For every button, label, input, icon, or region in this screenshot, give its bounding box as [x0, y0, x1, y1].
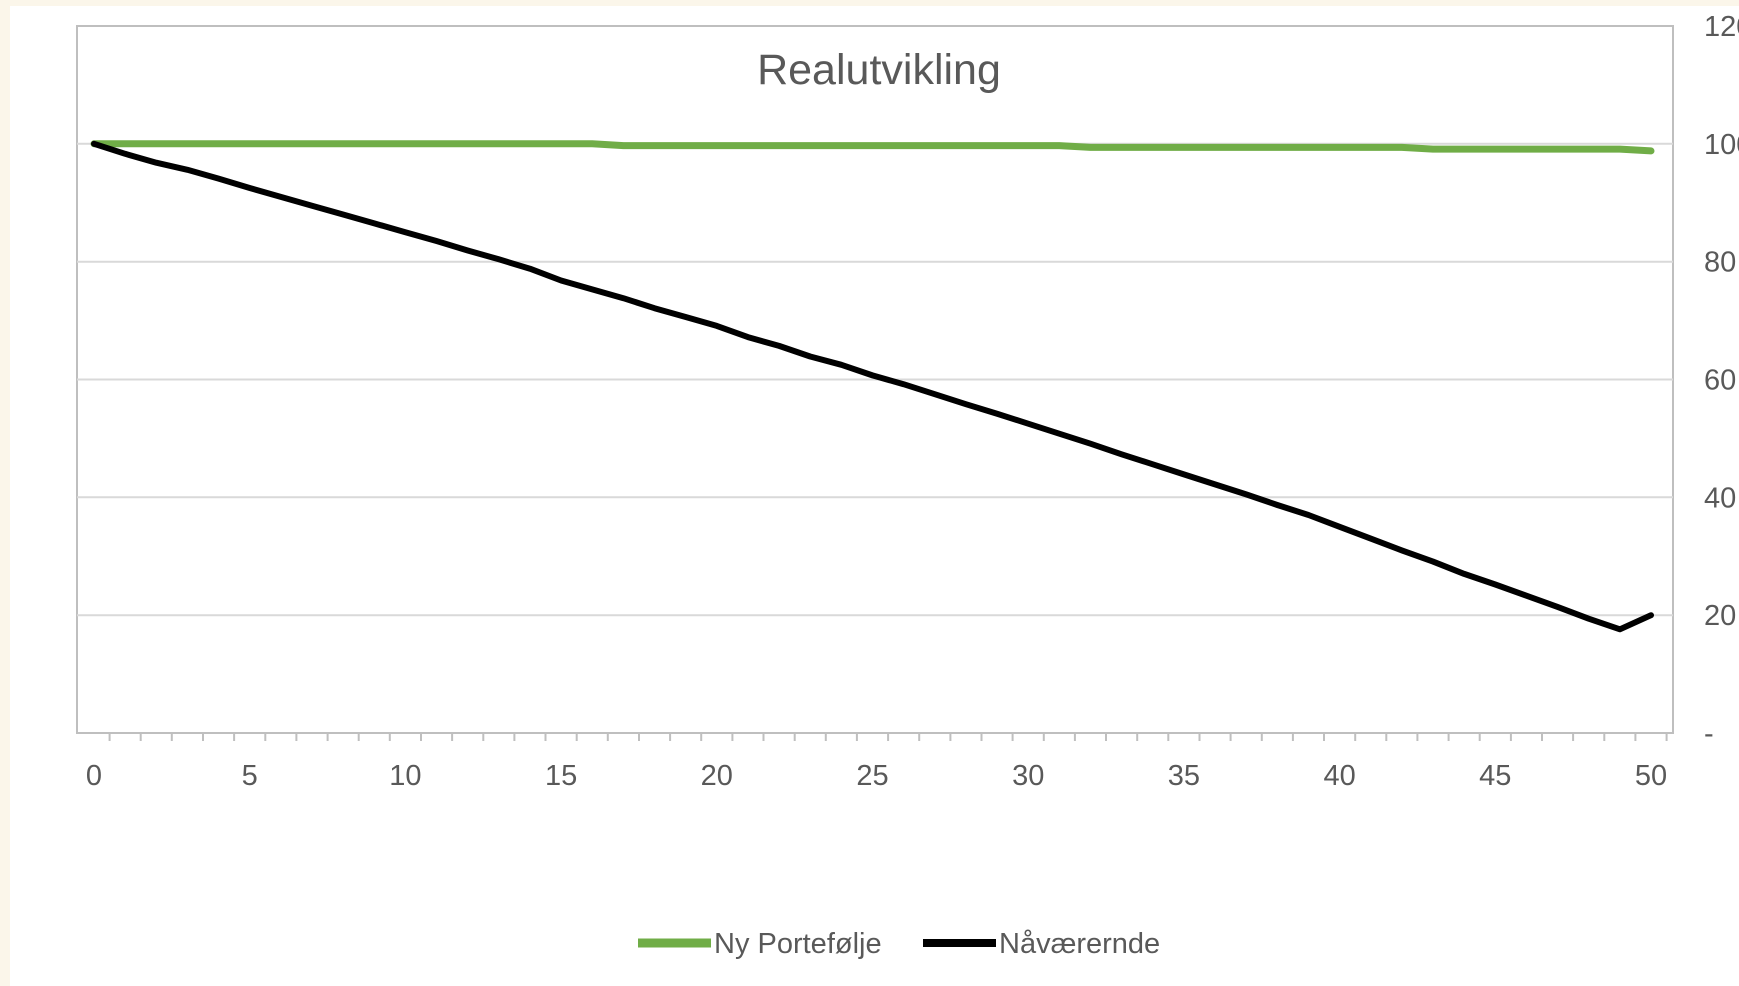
x-tick-label: 25	[856, 760, 888, 792]
chart-title: Realutvikling	[757, 46, 1001, 94]
y-tick-label: 60	[1704, 365, 1736, 397]
x-tick-label: 40	[1323, 760, 1355, 792]
x-tick-label: 45	[1479, 760, 1511, 792]
x-tick-label: 10	[389, 760, 421, 792]
y-tick-label: 40	[1704, 482, 1736, 514]
y-tick-label: 100	[1704, 129, 1739, 161]
legend-label-1: Ny Portefølje	[714, 928, 882, 960]
x-tick-label: 35	[1168, 760, 1200, 792]
series-line-1	[90, 140, 1655, 155]
x-tick-label: 30	[1012, 760, 1044, 792]
x-tick-label: 15	[545, 760, 577, 792]
chart-area: - 20 40 60 80 100 120 0 5 10 15 20 25 30 35 40 45 50 Rea…	[10, 6, 1739, 986]
line-chart: - 20 40 60 80 100 120 0 5 10 15 20 25 30 35 40 45 50 Rea…	[76, 11, 1739, 960]
y-tick-label: 20	[1704, 600, 1736, 632]
y-tick-label: -	[1704, 718, 1714, 750]
y-tick-label: 120	[1704, 11, 1739, 43]
x-tick-label: 0	[86, 760, 102, 792]
series-line-2	[91, 140, 1654, 633]
x-tick-label: 20	[701, 760, 733, 792]
legend: Ny Portefølje Nåværernde	[638, 928, 1160, 960]
legend-label-2: Nåværernde	[999, 928, 1160, 960]
y-tick-label: 80	[1704, 247, 1736, 279]
x-tick-label: 50	[1635, 760, 1667, 792]
x-tick-label: 5	[242, 760, 258, 792]
